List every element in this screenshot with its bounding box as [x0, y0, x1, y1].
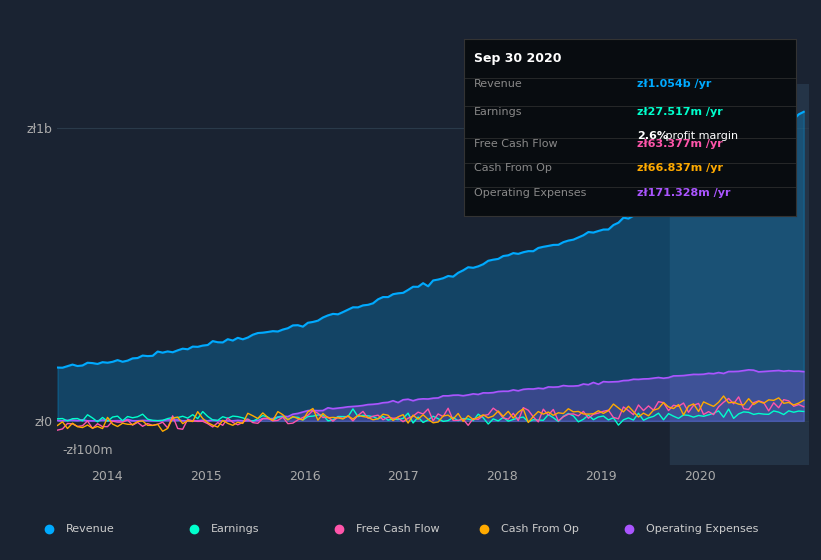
Text: Operating Expenses: Operating Expenses: [646, 524, 758, 534]
Text: -zł100m: -zł100m: [62, 444, 113, 456]
Text: Free Cash Flow: Free Cash Flow: [474, 138, 557, 148]
Text: Sep 30 2020: Sep 30 2020: [474, 52, 562, 64]
Text: zł1.054b /yr: zł1.054b /yr: [637, 78, 711, 88]
Text: zł66.837m /yr: zł66.837m /yr: [637, 164, 722, 173]
Text: Cash From Op: Cash From Op: [474, 164, 552, 173]
Text: Cash From Op: Cash From Op: [501, 524, 579, 534]
Text: Revenue: Revenue: [474, 78, 523, 88]
Text: profit margin: profit margin: [662, 130, 738, 141]
Text: zł63.377m /yr: zł63.377m /yr: [637, 138, 722, 148]
Text: Operating Expenses: Operating Expenses: [474, 188, 586, 198]
Text: Free Cash Flow: Free Cash Flow: [355, 524, 439, 534]
Text: 2.6%: 2.6%: [637, 130, 667, 141]
Text: zł27.517m /yr: zł27.517m /yr: [637, 107, 722, 117]
Text: Revenue: Revenue: [66, 524, 114, 534]
Text: zł171.328m /yr: zł171.328m /yr: [637, 188, 730, 198]
Bar: [670, 84, 809, 465]
Text: Earnings: Earnings: [474, 107, 522, 117]
Text: Earnings: Earnings: [210, 524, 259, 534]
